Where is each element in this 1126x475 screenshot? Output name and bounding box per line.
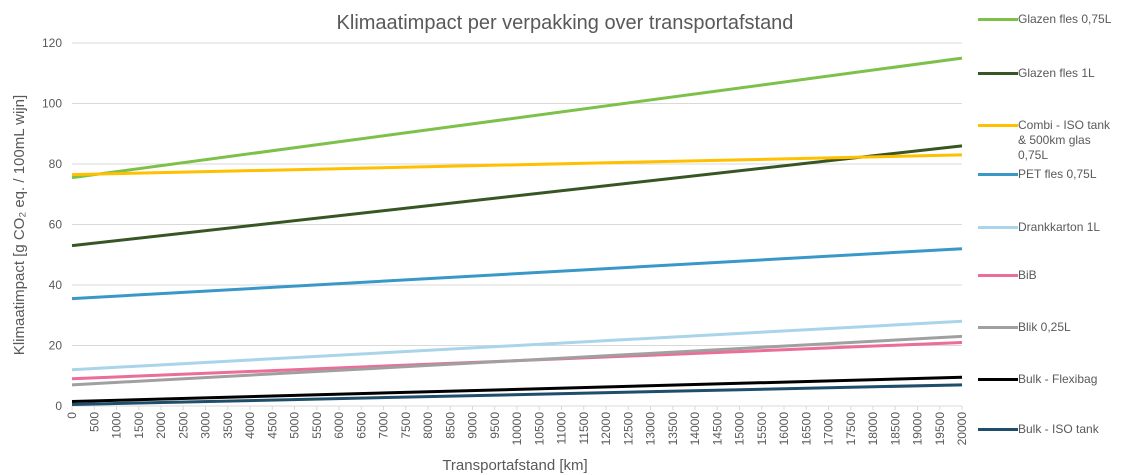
legend-item: Blik 0,25L bbox=[978, 320, 1118, 335]
y-tick-label: 0 bbox=[55, 399, 62, 413]
series-line bbox=[71, 247, 963, 301]
x-tick-label: 13500 bbox=[666, 412, 680, 446]
series-line bbox=[71, 319, 963, 372]
legend-item: BiB bbox=[978, 268, 1118, 283]
legend-label: Drankkarton 1L bbox=[1018, 220, 1101, 234]
legend-item: Glazen fles 0,75L bbox=[978, 12, 1118, 27]
legend-swatch bbox=[978, 378, 1018, 381]
legend-label: BiB bbox=[1018, 268, 1037, 282]
x-tick-label: 3500 bbox=[221, 412, 235, 439]
series-line bbox=[71, 334, 963, 387]
x-tick-label: 8500 bbox=[443, 412, 457, 439]
legend-swatch bbox=[978, 124, 1018, 127]
x-tick-label: 1500 bbox=[132, 412, 146, 439]
chart-title: Klimaatimpact per verpakking over transp… bbox=[337, 12, 794, 34]
legend-swatch bbox=[978, 274, 1018, 277]
x-tick-label: 4000 bbox=[243, 412, 257, 439]
x-tick-label: 0 bbox=[65, 412, 79, 419]
x-tick-label: 3000 bbox=[199, 412, 213, 439]
x-axis-label: Transportafstand [km] bbox=[442, 457, 587, 474]
series-line bbox=[71, 383, 963, 406]
x-tick-label: 6000 bbox=[332, 412, 346, 439]
x-tick-label: 19000 bbox=[911, 412, 925, 446]
legend-label: PET fles 0,75L bbox=[1018, 167, 1097, 181]
x-tick-label: 11500 bbox=[577, 412, 591, 445]
x-tick-label: 17000 bbox=[822, 412, 836, 446]
x-tick-label: 15500 bbox=[755, 412, 769, 446]
x-tick-label: 16000 bbox=[777, 412, 791, 446]
y-tick-label: 100 bbox=[42, 97, 62, 111]
x-tick-label: 12000 bbox=[599, 412, 613, 446]
x-tick-label: 2000 bbox=[154, 412, 168, 439]
x-tick-label: 10500 bbox=[532, 412, 546, 446]
legend-item: Glazen fles 1L bbox=[978, 66, 1118, 81]
y-tick-label: 120 bbox=[42, 36, 62, 50]
x-tick-label: 13000 bbox=[644, 412, 658, 446]
legend-swatch bbox=[978, 226, 1018, 229]
x-tick-label: 9500 bbox=[488, 412, 502, 439]
x-tick-label: 11000 bbox=[555, 412, 569, 445]
legend-swatch bbox=[978, 72, 1018, 75]
x-tick-label: 1000 bbox=[110, 412, 124, 439]
x-tick-label: 6500 bbox=[354, 412, 368, 439]
legend-label: Combi - ISO tank & 500km glas 0,75L bbox=[1018, 118, 1111, 162]
x-tick-label: 17500 bbox=[844, 412, 858, 446]
legend-label: Glazen fles 0,75L bbox=[1018, 12, 1112, 26]
y-tick-label: 80 bbox=[49, 157, 63, 171]
series-line bbox=[71, 375, 963, 403]
series-line bbox=[71, 144, 963, 248]
legend-item: Bulk - Flexibag bbox=[978, 372, 1118, 387]
x-tick-label: 5500 bbox=[310, 412, 324, 439]
x-tick-label: 20000 bbox=[955, 412, 969, 446]
legend-item: PET fles 0,75L bbox=[978, 167, 1118, 182]
legend-label: Bulk - ISO tank bbox=[1018, 422, 1099, 436]
legend-swatch bbox=[978, 326, 1018, 329]
x-tick-label: 9000 bbox=[466, 412, 480, 439]
legend-item: Drankkarton 1L bbox=[978, 220, 1118, 235]
legend-swatch bbox=[978, 428, 1018, 431]
y-tick-label: 20 bbox=[49, 339, 63, 353]
x-tick-label: 16500 bbox=[799, 412, 813, 446]
y-axis-label: Klimaatimpact [g CO₂ eq. / 100mL wijn] bbox=[11, 95, 28, 355]
x-tick-label: 14500 bbox=[710, 412, 724, 446]
x-tick-label: 5000 bbox=[288, 412, 302, 439]
x-tick-label: 7000 bbox=[377, 412, 391, 439]
x-tick-label: 7500 bbox=[399, 412, 413, 439]
x-tick-label: 12500 bbox=[621, 412, 635, 446]
x-tick-label: 19500 bbox=[933, 412, 947, 446]
x-tick-label: 2500 bbox=[176, 412, 190, 439]
x-tick-label: 10000 bbox=[510, 412, 524, 446]
series-line bbox=[71, 56, 963, 180]
y-tick-label: 60 bbox=[49, 218, 63, 232]
x-tick-label: 500 bbox=[87, 412, 101, 432]
x-tick-label: 15000 bbox=[733, 412, 747, 446]
x-tick-label: 4500 bbox=[265, 412, 279, 439]
legend-label: Glazen fles 1L bbox=[1018, 66, 1095, 80]
legend-label: Blik 0,25L bbox=[1018, 320, 1071, 334]
y-tick-label: 40 bbox=[49, 278, 63, 292]
x-tick-label: 14000 bbox=[688, 412, 702, 446]
legend-label: Bulk - Flexibag bbox=[1018, 372, 1098, 386]
x-tick-label: 18000 bbox=[866, 412, 880, 446]
x-tick-label: 8000 bbox=[421, 412, 435, 439]
x-tick-label: 18500 bbox=[888, 412, 902, 446]
legend-swatch bbox=[978, 173, 1018, 176]
legend-item: Bulk - ISO tank bbox=[978, 422, 1118, 437]
legend-item: Combi - ISO tank & 500km glas 0,75L bbox=[978, 118, 1118, 163]
series-line bbox=[71, 153, 963, 177]
legend-swatch bbox=[978, 18, 1018, 21]
